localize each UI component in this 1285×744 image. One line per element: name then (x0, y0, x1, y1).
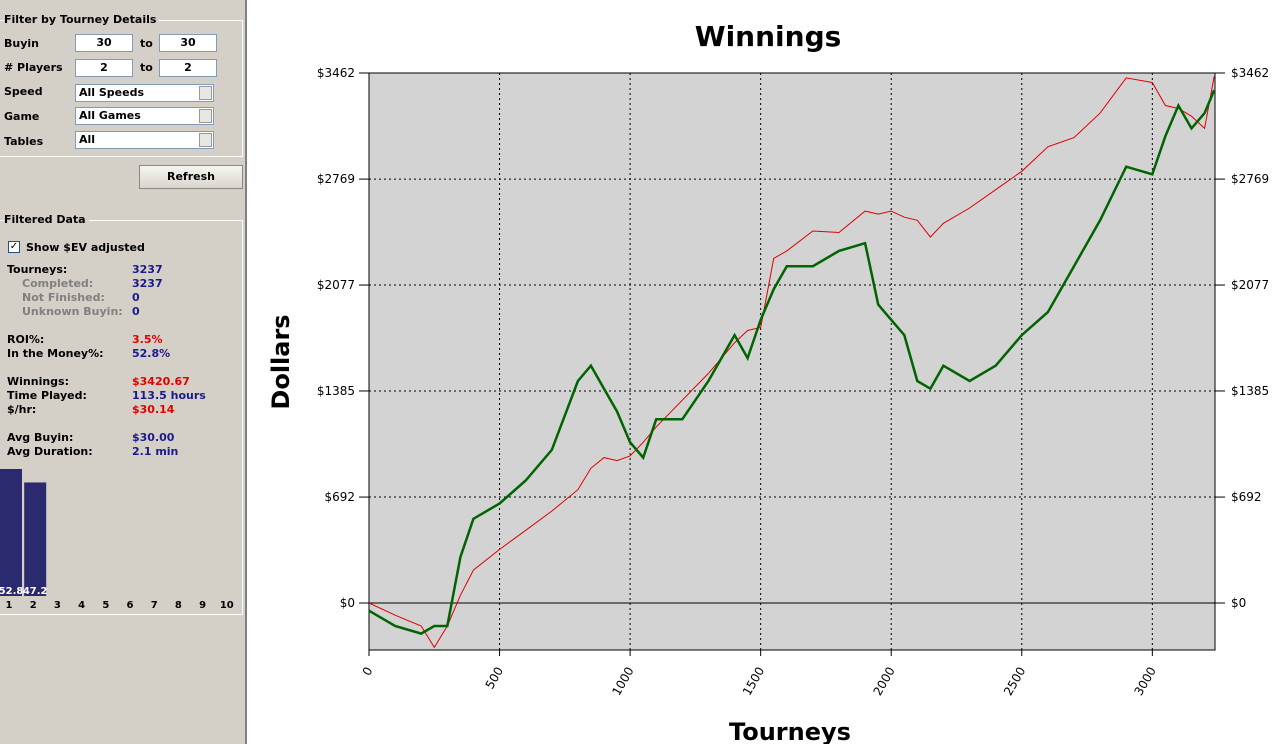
text-input[interactable]: 30 (159, 34, 217, 52)
field-label: Game (4, 110, 40, 123)
dropdown[interactable]: All (75, 131, 214, 149)
bar (0, 468, 22, 596)
checkbox[interactable]: ✓ (8, 241, 20, 253)
y-axis-label: Dollars (267, 314, 295, 409)
x-tick-label: 500 (483, 665, 507, 692)
finish-chart: 52.8 1 47.2 2 3 4 5 6 7 8 9 10 (0, 468, 234, 611)
section-heading: Filter by Tourney Details (4, 13, 160, 26)
x-tick-label: 2500 (1001, 665, 1028, 698)
stat-label: Avg Buyin: (7, 431, 74, 444)
bar-label: 52.8 (0, 586, 23, 597)
section-heading: Filtered Data (4, 213, 89, 226)
stat-value: $30.14 (132, 403, 175, 416)
stat-value: 52.8% (132, 347, 171, 360)
stat-value: $3420.67 (132, 375, 190, 388)
x-tick-label: 5 (102, 600, 109, 611)
x-tick-label: 4 (78, 600, 85, 611)
stat-value: 113.5 hours (132, 389, 206, 402)
x-tick-label: 2000 (870, 665, 897, 698)
field-label: Speed (4, 85, 43, 98)
y-tick-label: $2769 (317, 172, 355, 186)
data-section (0, 220, 243, 615)
chart-title: Winnings (695, 20, 842, 53)
x-tick-label: 2 (30, 600, 37, 611)
stat-value: 3.5% (132, 333, 163, 346)
stat-label: Tourneys: (7, 263, 68, 276)
stat-label: $/hr: (7, 403, 37, 416)
field-label: Tables (4, 135, 44, 148)
field-label: to (140, 37, 153, 50)
x-tick-label: 0 (360, 665, 376, 679)
stat-label: Unknown Buyin: (22, 305, 123, 318)
refresh-button[interactable]: Refresh (139, 165, 243, 189)
stat-value: 3237 (132, 277, 163, 290)
stat-label: In the Money%: (7, 347, 104, 360)
y-tick-label: $2077 (317, 278, 355, 292)
stat-value: $30.00 (132, 431, 175, 444)
dropdown[interactable]: All Speeds (75, 84, 214, 102)
y-tick-label: $1385 (317, 384, 355, 398)
stat-value: 0 (132, 305, 140, 318)
x-tick-label: 7 (151, 600, 158, 611)
x-tick-label: 9 (199, 600, 206, 611)
stat-label: Avg Duration: (7, 445, 93, 458)
x-tick-label: 10 (220, 600, 234, 611)
field-label: to (140, 61, 153, 74)
x-axis-label: Tourneys (729, 718, 851, 744)
y-tick-label: $692 (324, 490, 355, 504)
x-tick-label: 8 (175, 600, 182, 611)
stat-value: 3237 (132, 263, 163, 276)
y2-tick-label: $1385 (1231, 384, 1269, 398)
data-line (368, 89, 1216, 635)
stat-value: 2.1 min (132, 445, 179, 458)
x-tick-label: 3 (54, 600, 61, 611)
y2-tick-label: $3462 (1231, 66, 1269, 80)
y2-tick-label: $2077 (1231, 278, 1269, 292)
stat-label: Not Finished: (22, 291, 105, 304)
y2-tick-label: $0 (1231, 596, 1246, 610)
filter-panel: Filter by Tourney Details Buyin 30 to 30… (0, 0, 247, 744)
checkbox-label: Show $EV adjusted (26, 241, 145, 254)
x-tick-label: 3000 (1132, 665, 1159, 698)
y2-tick-label: $2769 (1231, 172, 1269, 186)
y2-tick-label: $692 (1231, 490, 1262, 504)
stat-value: 0 (132, 291, 140, 304)
y-tick-label: $3462 (317, 66, 355, 80)
winnings-chart: Winnings Tourneys Dollars $0 $0 $692 $692 $1385… (267, 20, 1269, 744)
field-label: # Players (4, 61, 63, 74)
bar (24, 482, 47, 596)
data-line (368, 76, 1215, 649)
text-input[interactable]: 30 (75, 34, 133, 52)
y-tick-label: $0 (340, 596, 355, 610)
plot-area (368, 72, 1216, 651)
stat-label: Winnings: (7, 375, 69, 388)
x-tick-label: 1 (6, 600, 13, 611)
stat-label: Completed: (22, 277, 94, 290)
text-input[interactable]: 2 (75, 59, 133, 77)
x-tick-label: 1500 (740, 665, 767, 698)
text-input[interactable]: 2 (159, 59, 217, 77)
x-tick-label: 6 (127, 600, 134, 611)
dropdown[interactable]: All Games (75, 107, 214, 125)
bar-label: 47.2 (23, 586, 48, 597)
x-tick-label: 1000 (609, 665, 636, 698)
field-label: Buyin (4, 37, 39, 50)
stat-label: ROI%: (7, 333, 45, 346)
stat-label: Time Played: (7, 389, 87, 402)
